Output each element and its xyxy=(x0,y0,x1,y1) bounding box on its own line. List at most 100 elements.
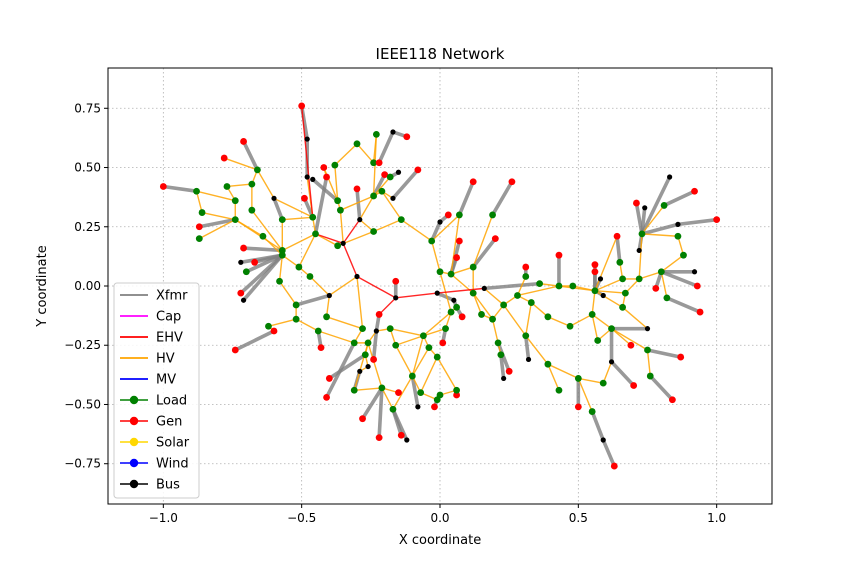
edge-hv xyxy=(267,318,297,327)
node-gen xyxy=(610,462,618,470)
edge-hv xyxy=(372,176,391,197)
edge-hv xyxy=(392,375,414,410)
edge-hv xyxy=(419,356,438,394)
edge-xfmr xyxy=(590,409,606,442)
edge-hv xyxy=(450,214,461,275)
edge-xfmr xyxy=(482,281,542,291)
node-bus xyxy=(393,295,399,301)
node-load xyxy=(447,270,455,278)
node-gen xyxy=(359,415,366,423)
edge-hv xyxy=(298,233,317,268)
legend-label: Wind xyxy=(156,457,189,472)
edge-xfmr xyxy=(471,236,498,269)
node-load xyxy=(417,389,425,397)
edge-hv xyxy=(325,294,331,318)
node-load xyxy=(223,183,231,190)
edge-hv xyxy=(251,209,283,252)
legend-label: Bus xyxy=(156,478,180,493)
node-gen xyxy=(453,391,460,399)
node-load xyxy=(248,180,256,188)
edge-hv xyxy=(641,233,679,237)
legend-item-mv: MV xyxy=(120,373,176,388)
edge-hv xyxy=(262,235,283,256)
node-gen xyxy=(630,382,638,389)
edge-hv xyxy=(234,218,264,237)
node-load xyxy=(372,130,380,138)
node-load xyxy=(259,232,267,240)
node-gen xyxy=(320,164,328,171)
node-load xyxy=(292,301,300,309)
edge-xfmr xyxy=(676,217,719,227)
edge-xfmr xyxy=(377,130,395,165)
edge-xfmr xyxy=(241,139,260,172)
edge-hv xyxy=(281,216,314,221)
edge-xfmr xyxy=(457,179,476,217)
edge-xfmr xyxy=(371,172,387,198)
node-load xyxy=(386,325,394,333)
node-load xyxy=(292,315,300,323)
legend-item-solar: Solar xyxy=(120,436,190,451)
node-gen xyxy=(159,183,167,190)
edge-hv xyxy=(641,204,665,235)
edge-hv xyxy=(516,285,560,297)
node-gen xyxy=(677,353,685,361)
y-axis-label: Y coordinate xyxy=(35,245,50,327)
node-load xyxy=(660,202,668,209)
edge-hv xyxy=(483,287,505,306)
node-load xyxy=(574,375,582,382)
node-load xyxy=(616,258,624,266)
edge-hv xyxy=(411,346,430,377)
node-gen xyxy=(240,138,247,145)
node-load xyxy=(231,197,239,205)
edge-xfmr xyxy=(197,217,238,229)
legend-label: Xfmr xyxy=(156,289,188,304)
node-bus xyxy=(644,326,651,332)
node-gen xyxy=(574,403,582,411)
edge-hv xyxy=(602,361,613,384)
edge-hv xyxy=(594,290,624,309)
legend-item-wind: Wind xyxy=(120,457,189,472)
edge-hv xyxy=(431,240,441,273)
node-load xyxy=(195,235,203,243)
node-load xyxy=(306,273,314,280)
node-load xyxy=(242,268,250,276)
node-gen xyxy=(395,389,402,397)
node-load xyxy=(408,372,416,380)
edge-hv xyxy=(400,218,433,242)
edge-xfmr xyxy=(272,196,285,222)
node-load xyxy=(386,173,394,181)
y-tick-label: 0.75 xyxy=(74,101,101,115)
node-load xyxy=(494,339,502,347)
node-gen xyxy=(455,237,463,245)
legend-marker-swatch xyxy=(129,458,139,468)
edge-hv xyxy=(195,190,203,214)
node-load xyxy=(514,292,521,299)
node-load xyxy=(397,216,405,224)
edge-xfmr xyxy=(391,168,420,201)
edge-xfmr xyxy=(324,341,357,400)
edge-hv xyxy=(660,254,685,273)
node-gen xyxy=(713,216,721,224)
node-gen xyxy=(231,346,239,354)
edge-hv xyxy=(334,143,358,166)
edge-xfmr xyxy=(609,360,636,388)
edge-ehv xyxy=(342,218,361,245)
node-load xyxy=(635,275,643,283)
node-bus xyxy=(597,276,604,282)
node-bus xyxy=(481,285,487,291)
node-load xyxy=(436,391,444,399)
node-load xyxy=(248,206,256,214)
edge-hv xyxy=(198,218,236,240)
edge-hv xyxy=(547,316,571,327)
node-load xyxy=(591,287,599,295)
node-load xyxy=(569,282,577,290)
node-load xyxy=(309,213,317,221)
edge-hv xyxy=(381,190,402,221)
node-gen xyxy=(240,244,247,252)
edge-hv xyxy=(610,327,632,346)
node-gen xyxy=(370,356,377,363)
node-load xyxy=(254,166,261,174)
node-load xyxy=(331,161,339,169)
x-axis-ticks: −1.0 −0.5 0.0 0.5 1.0 xyxy=(149,504,726,525)
